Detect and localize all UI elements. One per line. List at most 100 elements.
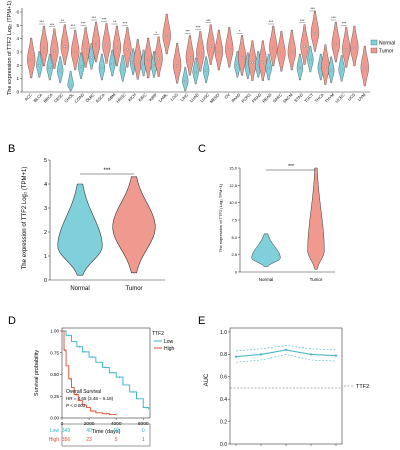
panel-a-median-normal bbox=[79, 65, 83, 68]
panel-c-ytick-label: 15.0 bbox=[229, 166, 238, 171]
panel-a-sig-label-luad: *** bbox=[196, 26, 201, 30]
panel-d-curve-high bbox=[62, 330, 117, 415]
panel-a-median-tumor bbox=[136, 60, 139, 63]
panel-d-ytick-label: 0.50 bbox=[50, 372, 59, 377]
panel-d-risk-value: 5 bbox=[115, 437, 118, 443]
panel-b-xlabel-normal: Normal bbox=[70, 286, 89, 292]
panel-a-median-tumor bbox=[74, 50, 77, 54]
panel-a-violin-tumor-acc bbox=[27, 37, 36, 79]
panel-a-violin-tumor-kirp bbox=[154, 36, 163, 77]
panel-a-median-normal bbox=[330, 69, 333, 72]
panel-a-ytick-label: 4 bbox=[16, 36, 19, 41]
panel-d-legend-title: TTF2 bbox=[152, 331, 164, 337]
panel-c-sig-label: *** bbox=[288, 164, 294, 170]
panel-b-violin-tumor bbox=[112, 176, 156, 274]
panel-d-ytick-label: 1.00 bbox=[50, 329, 59, 334]
panel-b-ytick-label: 1 bbox=[44, 254, 47, 260]
panel-e-ytick-label: 0.6 bbox=[220, 375, 227, 381]
panel-a-median-normal bbox=[298, 66, 301, 70]
panel-b-ylabel: The expression of TTF2 Log₂ (TPM+1) bbox=[22, 167, 28, 270]
panel-a-median-normal bbox=[236, 64, 239, 67]
panel-a-legend-normal-swatch bbox=[370, 39, 378, 46]
panel-b-ytick-label: 0 bbox=[44, 278, 47, 284]
panel-a-median-tumor bbox=[345, 48, 348, 51]
panel-a-median-tumor bbox=[147, 58, 150, 62]
panel-a-median-tumor bbox=[157, 57, 160, 60]
panel-a-violin-tumor-ucs bbox=[350, 25, 359, 67]
panel-a-violin-tumor-stad bbox=[300, 24, 309, 65]
panel-a-xlabel-lihc: LIHC bbox=[179, 92, 189, 102]
panel-d-risk-value: 0 bbox=[142, 428, 145, 434]
panel-a-median-normal bbox=[59, 69, 62, 72]
panel-a-violin-tumor-lusc bbox=[206, 24, 215, 65]
panel-a-median-normal bbox=[267, 66, 270, 70]
panel-d-ytick-label: 0.00 bbox=[50, 416, 59, 421]
panel-a-median-tumor bbox=[105, 44, 108, 47]
panel-a-sig-label-esca: *** bbox=[102, 18, 107, 22]
panel-d-plot-frame bbox=[61, 327, 151, 419]
panel-a-xlabel-tgct: TGCT bbox=[303, 92, 315, 104]
panel-a-sig-label-lusc: *** bbox=[206, 19, 211, 23]
panel-c-violin-tumor bbox=[307, 167, 325, 270]
panel-a-sig-label-thym: *** bbox=[331, 16, 336, 20]
panel-a-violin-tumor-sarc bbox=[277, 31, 286, 72]
panel-e-ytick-label: 1.0 bbox=[220, 330, 227, 336]
panel-d-ylabel: Survival probability bbox=[34, 350, 40, 396]
panel-a-sig-label-chol: *** bbox=[71, 24, 76, 28]
panel-a-xlabel-chol: CHOL bbox=[63, 92, 75, 104]
panel-d-risk-value: 1 bbox=[142, 437, 145, 443]
panel-a-sig-label-brca: *** bbox=[50, 23, 55, 27]
panel-c-ytick-label: 10.0 bbox=[229, 200, 238, 205]
panel-a-xlabel-lusc: LUSC bbox=[199, 92, 210, 103]
panel-a-xlabel-acc: ACC bbox=[23, 92, 33, 102]
panel-a-median-tumor bbox=[303, 45, 306, 48]
panel-d-legend-low: Low bbox=[164, 339, 174, 345]
panel-e-ylabel: AUC bbox=[204, 373, 210, 386]
panel-a-xlabel-meso: MESO bbox=[209, 92, 221, 104]
panel-c-ytick-label: 0 bbox=[235, 270, 238, 275]
panel-d-risk-row-label-high: High bbox=[49, 437, 60, 443]
panel-a-violin-tumor-meso bbox=[214, 29, 223, 71]
panel-a-median-tumor bbox=[334, 42, 337, 46]
panel-a-xlabel-thca: THCA bbox=[314, 92, 325, 103]
panel-a-median-normal bbox=[90, 56, 93, 59]
panel-a-median-normal bbox=[340, 68, 343, 71]
panel-a-sig-label-tgct: *** bbox=[310, 7, 315, 11]
panel-a-xlabel-skcm: SKCM bbox=[282, 92, 294, 104]
panel-b-sig-label: *** bbox=[103, 168, 111, 174]
panel-a-median-normal bbox=[152, 64, 156, 67]
panel-a-violin-tumor-thca bbox=[321, 44, 330, 85]
panel-a-xlabel-paad: PAAD bbox=[230, 92, 241, 103]
panel-a-median-normal bbox=[69, 84, 72, 87]
panel-a-median-normal bbox=[257, 64, 260, 67]
panel-a-xlabel-ucs: UCS bbox=[347, 92, 357, 102]
panel-a-xlabel-coad: COAD bbox=[73, 92, 85, 104]
panel-a-sig-label-stad: *** bbox=[300, 19, 305, 23]
panel-a-violin-normal-lihc bbox=[182, 67, 189, 92]
panel-a-ylabel: The expression of TTF2 Log₂ (TPM+1) bbox=[7, 1, 13, 95]
panel-a-sig-label-read: *** bbox=[269, 20, 274, 24]
panel-d-annot-hr: HR = 4.65 (3.48 – 6.18) bbox=[66, 396, 114, 401]
panel-c-ylabel: The expression of TTF2 (Log₂ TPM+1) bbox=[218, 183, 223, 252]
panel-b-violin-normal bbox=[57, 183, 103, 276]
panel-d-risk-row-label-low: Low bbox=[50, 428, 60, 434]
panel-a-median-tumor bbox=[199, 52, 202, 55]
panel-e-auc-point bbox=[259, 353, 263, 356]
panel-a-ytick-label: 1 bbox=[16, 76, 19, 81]
panel-d-xlabel: Time (days) bbox=[92, 429, 121, 435]
panel-a-xlabel-sarc: SARC bbox=[272, 92, 283, 103]
panel-a-xlabel-ucec: UCEC bbox=[334, 92, 346, 104]
panel-e-ytick-label: 0.4 bbox=[220, 397, 227, 403]
panel-b: The expression of TTF2 Log₂ (TPM+1) 0 1 2 3… bbox=[22, 158, 165, 292]
panel-d-risk-table-frame bbox=[61, 423, 151, 447]
panel-a-violin-tumor-coad bbox=[81, 27, 90, 68]
panel-a-violin-tumor-laml bbox=[162, 13, 171, 55]
panel-d-curve-low bbox=[62, 330, 150, 410]
panel-a-median-tumor bbox=[165, 34, 168, 38]
panel-b-ytick-label: 2 bbox=[44, 230, 47, 236]
panel-a-median-tumor bbox=[63, 45, 66, 48]
panel-c-violin-normal bbox=[251, 233, 281, 267]
panel-a-sig-label-gbm: ** bbox=[113, 20, 116, 24]
panel-a-median-tumor bbox=[290, 50, 293, 54]
